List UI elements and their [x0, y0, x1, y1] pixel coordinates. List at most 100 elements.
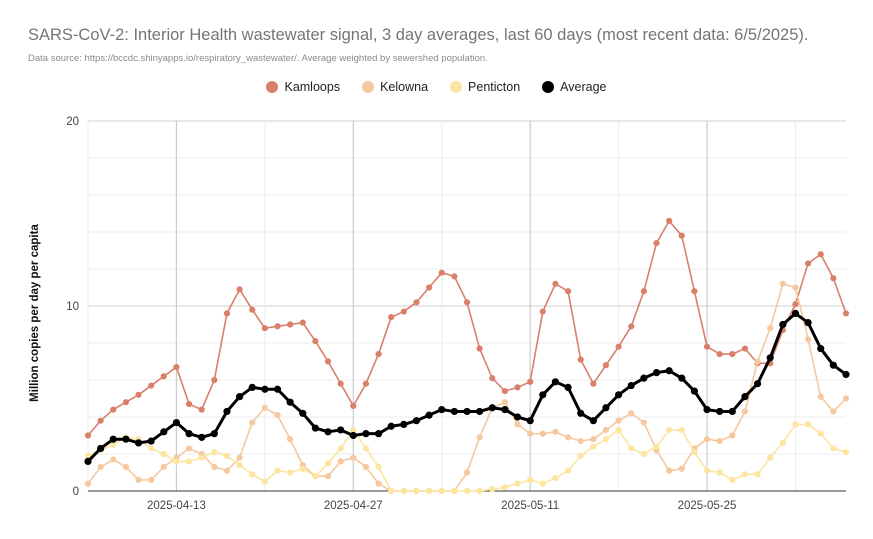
point-kamloops[interactable]: [564, 288, 572, 295]
point-kelowna[interactable]: [527, 430, 534, 437]
point-kelowna[interactable]: [830, 408, 837, 415]
point-penticton[interactable]: [577, 452, 584, 459]
point-kamloops[interactable]: [539, 308, 546, 315]
point-kamloops[interactable]: [249, 306, 256, 313]
point-average[interactable]: [261, 385, 269, 393]
point-penticton[interactable]: [185, 458, 193, 465]
point-penticton[interactable]: [817, 430, 824, 437]
point-kamloops[interactable]: [400, 308, 407, 315]
point-penticton[interactable]: [716, 469, 723, 476]
point-kelowna[interactable]: [539, 430, 546, 437]
point-penticton[interactable]: [615, 426, 622, 434]
point-penticton[interactable]: [527, 476, 534, 483]
point-penticton[interactable]: [287, 469, 294, 476]
point-average[interactable]: [577, 409, 585, 417]
point-average[interactable]: [374, 430, 383, 438]
point-penticton[interactable]: [350, 426, 357, 434]
point-kamloops[interactable]: [628, 323, 635, 330]
point-kelowna[interactable]: [337, 458, 344, 465]
point-average[interactable]: [488, 404, 496, 412]
point-penticton[interactable]: [160, 450, 167, 458]
point-kamloops[interactable]: [426, 284, 433, 291]
point-kelowna[interactable]: [185, 445, 193, 452]
point-kamloops[interactable]: [413, 299, 420, 306]
point-kelowna[interactable]: [754, 358, 761, 365]
point-kamloops[interactable]: [299, 319, 306, 326]
point-average[interactable]: [349, 431, 357, 440]
point-average[interactable]: [703, 406, 711, 414]
point-kelowna[interactable]: [324, 473, 332, 480]
point-average[interactable]: [172, 418, 181, 427]
point-kamloops[interactable]: [185, 400, 193, 408]
point-penticton[interactable]: [173, 458, 180, 465]
point-kamloops[interactable]: [312, 338, 319, 345]
point-average[interactable]: [387, 422, 395, 430]
point-kelowna[interactable]: [703, 436, 711, 443]
point-penticton[interactable]: [400, 487, 407, 495]
point-penticton[interactable]: [249, 471, 256, 478]
point-kamloops[interactable]: [135, 391, 142, 398]
point-kamloops[interactable]: [261, 325, 268, 332]
point-average[interactable]: [299, 409, 307, 417]
point-kamloops[interactable]: [615, 343, 622, 350]
point-average[interactable]: [678, 374, 686, 382]
point-average[interactable]: [84, 457, 92, 465]
point-kelowna[interactable]: [236, 454, 243, 461]
point-kamloops[interactable]: [703, 343, 711, 350]
point-average[interactable]: [602, 404, 610, 412]
point-average[interactable]: [804, 319, 812, 327]
point-penticton[interactable]: [489, 486, 496, 493]
point-average[interactable]: [640, 374, 648, 382]
point-penticton[interactable]: [552, 474, 559, 482]
point-kamloops[interactable]: [805, 260, 812, 267]
point-kelowna[interactable]: [577, 437, 584, 445]
point-kamloops[interactable]: [666, 217, 673, 224]
point-kamloops[interactable]: [729, 351, 736, 358]
point-average[interactable]: [311, 424, 319, 432]
point-penticton[interactable]: [501, 484, 508, 491]
point-kamloops[interactable]: [451, 273, 458, 280]
point-kelowna[interactable]: [640, 419, 647, 426]
point-kelowna[interactable]: [476, 434, 483, 441]
point-penticton[interactable]: [236, 462, 243, 469]
point-kamloops[interactable]: [741, 345, 749, 352]
point-penticton[interactable]: [729, 476, 736, 483]
point-average[interactable]: [337, 426, 345, 434]
point-kamloops[interactable]: [236, 286, 243, 293]
point-average[interactable]: [842, 370, 850, 379]
point-kamloops[interactable]: [514, 384, 521, 391]
point-kamloops[interactable]: [640, 288, 647, 295]
point-penticton[interactable]: [413, 487, 420, 495]
point-penticton[interactable]: [426, 487, 433, 495]
point-kelowna[interactable]: [602, 426, 610, 434]
point-penticton[interactable]: [110, 441, 117, 448]
point-kelowna[interactable]: [84, 480, 92, 487]
point-average[interactable]: [122, 435, 130, 443]
point-kelowna[interactable]: [615, 417, 622, 424]
point-kelowna[interactable]: [160, 463, 167, 471]
point-kelowna[interactable]: [666, 467, 673, 474]
point-kamloops[interactable]: [792, 301, 799, 308]
legend-item-kelowna[interactable]: Kelowna: [362, 80, 428, 94]
point-kelowna[interactable]: [767, 325, 774, 332]
point-penticton[interactable]: [211, 449, 218, 456]
point-penticton[interactable]: [261, 478, 268, 485]
point-kelowna[interactable]: [501, 399, 508, 406]
point-average[interactable]: [817, 344, 825, 353]
point-penticton[interactable]: [678, 426, 685, 434]
point-kelowna[interactable]: [564, 434, 572, 441]
point-average[interactable]: [463, 407, 471, 416]
point-kamloops[interactable]: [489, 375, 496, 382]
point-average[interactable]: [829, 361, 837, 369]
point-average[interactable]: [513, 413, 522, 421]
point-average[interactable]: [551, 378, 560, 386]
point-penticton[interactable]: [362, 445, 370, 452]
point-average[interactable]: [652, 369, 661, 377]
point-kamloops[interactable]: [590, 380, 597, 387]
point-average[interactable]: [97, 444, 105, 453]
point-kelowna[interactable]: [110, 456, 117, 463]
point-penticton[interactable]: [741, 471, 749, 478]
point-kelowna[interactable]: [148, 476, 155, 483]
point-kelowna[interactable]: [97, 463, 104, 471]
point-average[interactable]: [324, 428, 332, 436]
